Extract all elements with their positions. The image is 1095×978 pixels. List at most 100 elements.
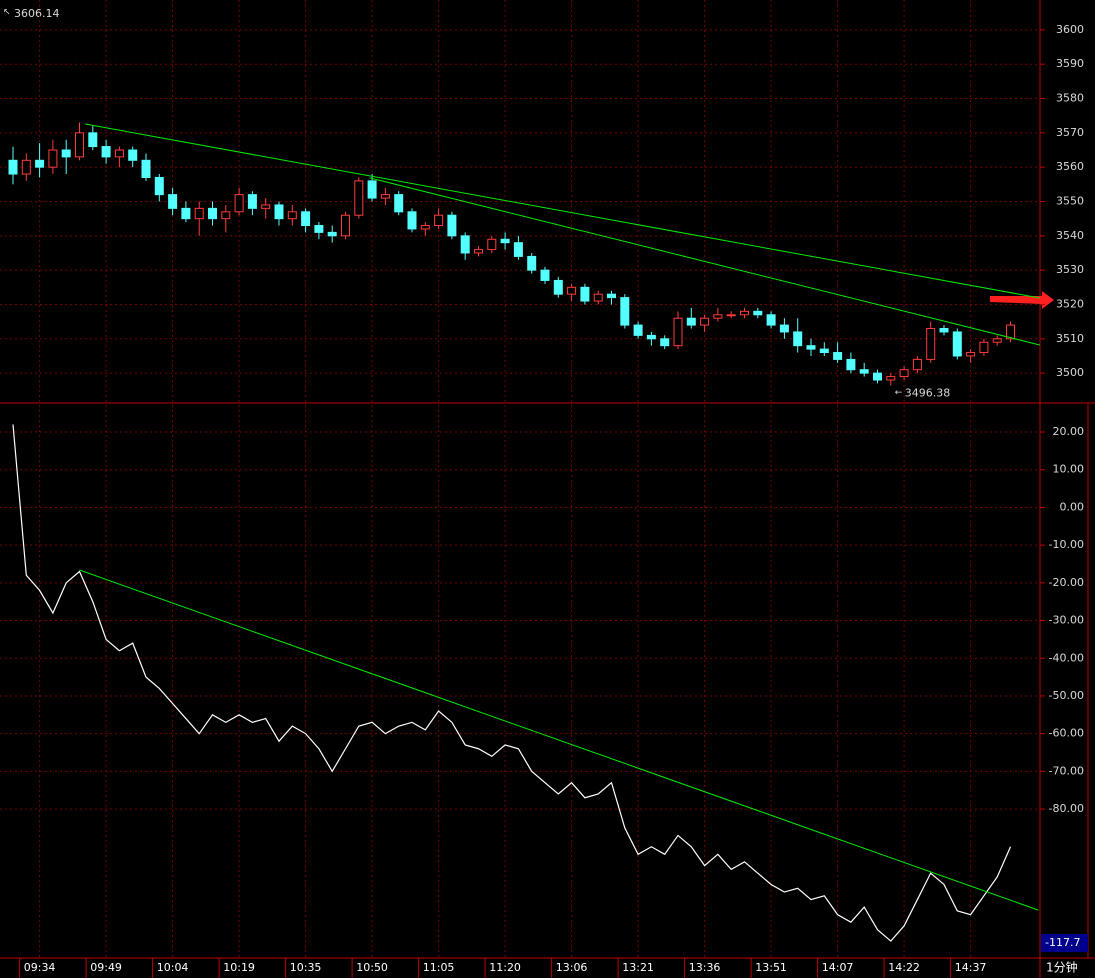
current-value-label: -117.7 [1045, 936, 1080, 949]
candle-body [686, 317, 696, 326]
candle-body [75, 132, 84, 158]
candle-body [966, 352, 976, 357]
candle-body [274, 204, 284, 220]
x-tick-label: 11:05 [423, 961, 455, 974]
x-tick-label: 10:35 [290, 961, 322, 974]
price-arrow [990, 291, 1054, 309]
candle-body [1006, 324, 1015, 340]
candle-body [886, 376, 896, 381]
candle-body [460, 235, 470, 254]
y-tick-label: 3600 [1056, 23, 1084, 36]
candle-body [354, 180, 364, 216]
y-tick-label: 20.00 [1053, 425, 1085, 438]
trend-line [369, 177, 1040, 346]
candle-body [713, 314, 723, 319]
candle-body [899, 369, 909, 378]
trend-line [79, 569, 1039, 911]
x-tick-label: 13:36 [689, 961, 721, 974]
y-tick-label: 3510 [1056, 332, 1084, 345]
candle-body [141, 159, 151, 178]
candle-body [181, 207, 191, 220]
candle-body [593, 293, 603, 302]
candle-body [979, 341, 989, 354]
candle-body [35, 159, 45, 168]
candle-body [527, 255, 537, 271]
candle-body [221, 211, 231, 220]
x-tick-label: 10:50 [356, 961, 388, 974]
candle-body [8, 159, 18, 175]
candle-body [753, 310, 763, 316]
y-tick-label: 3520 [1056, 297, 1084, 310]
candle-body [926, 328, 936, 360]
candle-body [580, 286, 590, 302]
x-tick-label: 13:06 [556, 961, 588, 974]
candle-body [660, 338, 670, 347]
trend-line [84, 123, 1040, 299]
y-tick-label: -70.00 [1049, 764, 1084, 777]
y-tick-label: 3580 [1056, 92, 1084, 105]
y-tick-label: -30.00 [1049, 614, 1084, 627]
candle-body [912, 358, 922, 371]
y-tick-label: -40.00 [1049, 651, 1084, 664]
indicator-line [12, 424, 1012, 942]
y-tick-label: 10.00 [1053, 463, 1085, 476]
candle-body [567, 286, 577, 295]
low-annotation: 3496.38 [905, 387, 951, 400]
candle-body [367, 180, 377, 199]
y-tick-label: 3590 [1056, 57, 1084, 70]
y-tick-label: -50.00 [1049, 689, 1084, 702]
top-value-arrow: ↖ [3, 8, 11, 18]
y-tick-label: -10.00 [1049, 538, 1084, 551]
candle-body [846, 358, 856, 371]
y-tick-label: 3550 [1056, 195, 1084, 208]
candle-body [793, 331, 803, 347]
candle-body [474, 249, 483, 254]
x-tick-label: 09:34 [24, 961, 56, 974]
candle-body [301, 211, 311, 227]
y-tick-label: 3560 [1056, 160, 1084, 173]
candle-body [128, 149, 138, 161]
candle-body [327, 231, 337, 237]
candle-body [806, 345, 816, 350]
candle-body [673, 317, 683, 347]
candle-body [407, 211, 417, 230]
x-tick-label: 14:37 [955, 961, 987, 974]
candle-body [726, 314, 736, 317]
x-tick-label: 14:22 [888, 961, 920, 974]
candle-body [487, 238, 497, 251]
candle-body [779, 324, 789, 333]
y-tick-label: 3570 [1056, 126, 1084, 139]
candle-body [952, 331, 962, 357]
x-tick-label: 10:19 [223, 961, 255, 974]
x-tick-label: 11:20 [489, 961, 521, 974]
candle-body [341, 214, 350, 237]
x-tick-label: 14:07 [822, 961, 854, 974]
candle-body [21, 159, 31, 175]
candle-body [287, 211, 297, 220]
candle-body [314, 225, 324, 233]
y-tick-label: 3500 [1056, 366, 1084, 379]
x-tick-label: 09:49 [90, 961, 122, 974]
candle-body [247, 194, 257, 209]
candle-body [700, 317, 710, 326]
candle-body [208, 207, 217, 220]
current-value-box [1041, 934, 1088, 952]
y-tick-label: 3530 [1056, 263, 1084, 276]
candle-body [154, 176, 164, 196]
y-tick-label: 0.00 [1060, 500, 1085, 513]
candle-body [992, 338, 1002, 343]
y-tick-label: 3540 [1056, 229, 1084, 242]
candle-body [859, 369, 869, 374]
y-tick-label: -80.00 [1049, 802, 1084, 815]
candle-body [168, 194, 178, 209]
x-tick-label: 13:21 [622, 961, 654, 974]
candle-body [633, 324, 643, 336]
top-value-label: 3606.14 [14, 7, 60, 20]
candle-body [873, 372, 882, 381]
candle-body [447, 214, 457, 237]
x-tick-label: 10:04 [157, 961, 189, 974]
candle-body [194, 207, 204, 220]
candle-body [513, 242, 523, 257]
candle-body [620, 297, 630, 326]
